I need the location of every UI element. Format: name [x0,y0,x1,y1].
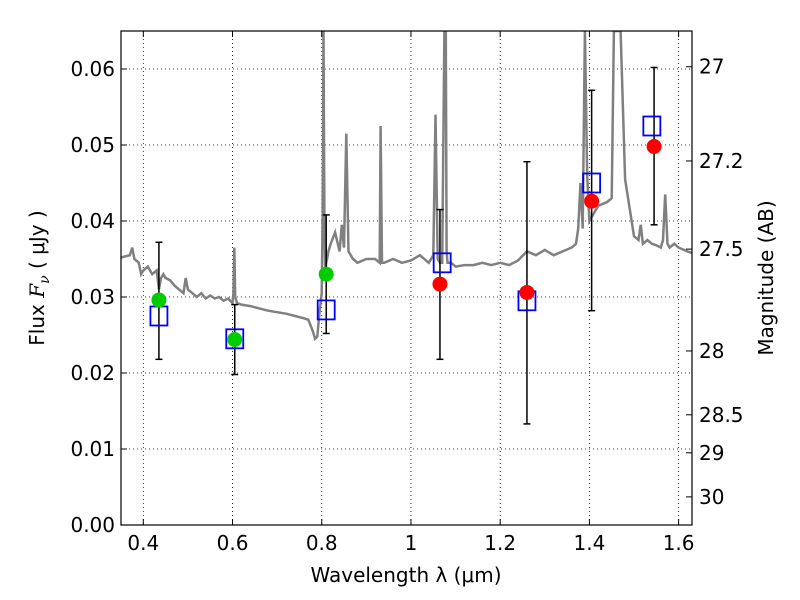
model-photometry-square [642,115,662,137]
plot-area [121,31,692,425]
y-tick-label: 0.00 [70,513,115,537]
observed-data-point [584,193,600,209]
x-axis-label: Wavelength λ (μm) [310,563,501,587]
data-markers [149,115,662,350]
mag-tick-label: 28.5 [699,403,744,427]
observed-data-point [318,266,334,282]
observed-data-point [151,292,167,308]
x-tick-label: 0.4 [127,531,159,555]
observed-data-point [227,332,243,348]
x-tick-label: 0.8 [306,531,338,555]
mag-tick-label: 27.2 [699,149,744,173]
model-photometry-square [316,299,336,321]
mag-tick-label: 27 [699,55,724,79]
y-tick-label: 0.06 [70,57,115,81]
y-axis-label: Flux Fν ( μJy ) [25,210,53,345]
x-tick-label: 0.6 [217,531,249,555]
observed-data-point [432,276,448,292]
y2-axis-label: Magnitude (AB) [754,200,778,355]
model-photometry-square [225,328,245,350]
x-tick-label: 1.4 [573,531,605,555]
y-tick-label: 0.05 [70,133,115,157]
observed-data-point [646,139,662,155]
axis-ticks: 0.4 0.6 0.8 1 1.2 1.4 1.6 0.00 0.01 0.02 0.03 0.04 0… [70,31,744,555]
plot-frame [120,30,693,526]
x-tick-label: 1.6 [663,531,695,555]
mag-tick-label: 30 [699,485,724,509]
mag-tick-label: 27.5 [699,237,744,261]
model-spectrum-line [121,31,692,342]
y-tick-label: 0.03 [70,285,115,309]
mag-tick-label: 28 [699,339,724,363]
model-photometry-square [432,252,452,274]
x-tick-label: 1.2 [484,531,516,555]
y-tick-label: 0.01 [70,437,115,461]
mag-tick-label: 29 [699,441,724,465]
y-tick-label: 0.02 [70,361,115,385]
y-tick-label: 0.04 [70,209,115,233]
model-photometry-square [582,172,602,194]
x-tick-label: 1 [405,531,418,555]
observed-data-point [519,284,535,300]
